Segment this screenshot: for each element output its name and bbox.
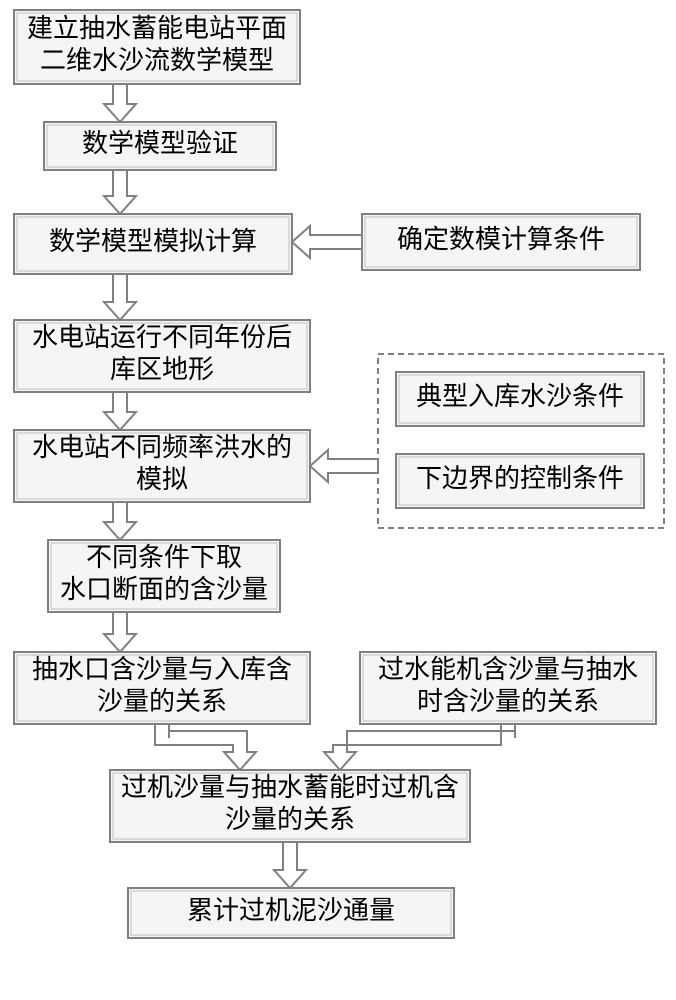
- node-n8-line1: 沙量的关系: [225, 805, 355, 834]
- flowchart: 建立抽水蓄能电站平面二维水沙流数学模型数学模型验证数学模型模拟计算确定数模计算条…: [0, 0, 676, 1000]
- arrow-down: [104, 502, 136, 540]
- node-n7b-line1: 时含沙量的关系: [417, 687, 599, 716]
- node-n7b: 过水能机含沙量与抽水时含沙量的关系: [360, 652, 656, 724]
- node-n5a-line0: 典型入库水沙条件: [416, 382, 624, 411]
- node-n8-line0: 过机沙量与抽水蓄能时过机含: [121, 773, 459, 802]
- arrow-down: [104, 392, 136, 430]
- node-n4-line1: 库区地形: [110, 355, 214, 384]
- arrow-down-bend: [155, 724, 256, 770]
- node-n5: 水电站不同频率洪水的模拟: [14, 430, 310, 502]
- node-n5b: 下边界的控制条件: [396, 454, 644, 508]
- node-n1-line0: 建立抽水蓄能电站平面: [27, 14, 287, 43]
- node-n7-line1: 沙量的关系: [97, 687, 227, 716]
- node-n5a: 典型入库水沙条件: [396, 372, 644, 426]
- node-n7b-line0: 过水能机含沙量与抽水: [378, 655, 638, 684]
- node-n2-line0: 数学模型验证: [82, 129, 238, 158]
- node-n4: 水电站运行不同年份后库区地形: [14, 320, 310, 392]
- node-n7-line0: 抽水口含沙量与入库含: [32, 655, 292, 684]
- node-n4-line0: 水电站运行不同年份后: [32, 323, 292, 352]
- node-n9-line0: 累计过机泥沙通量: [187, 896, 395, 925]
- arrow-down: [104, 84, 136, 122]
- node-n3b-line0: 确定数模计算条件: [397, 225, 605, 254]
- node-n6: 不同条件下取水口断面的含沙量: [48, 540, 280, 612]
- node-n6-line0: 不同条件下取: [86, 543, 242, 572]
- arrow-down: [104, 612, 136, 652]
- node-n5b-line0: 下边界的控制条件: [416, 464, 624, 493]
- node-n8: 过机沙量与抽水蓄能时过机含沙量的关系: [110, 770, 470, 842]
- node-n2: 数学模型验证: [44, 122, 276, 170]
- node-n6-line1: 水口断面的含沙量: [60, 575, 268, 604]
- arrow-left: [310, 450, 378, 482]
- arrow-down: [104, 170, 136, 214]
- node-n5-line0: 水电站不同频率洪水的: [32, 433, 292, 462]
- arrow-left: [292, 226, 362, 258]
- arrow-down: [274, 842, 306, 888]
- node-n7: 抽水口含沙量与入库含沙量的关系: [14, 652, 310, 724]
- node-n3-line0: 数学模型模拟计算: [49, 227, 257, 256]
- node-n1: 建立抽水蓄能电站平面二维水沙流数学模型: [14, 10, 300, 84]
- node-n1-line1: 二维水沙流数学模型: [40, 46, 274, 75]
- node-n9: 累计过机泥沙通量: [128, 888, 454, 938]
- node-n3b: 确定数模计算条件: [362, 214, 640, 270]
- node-n3: 数学模型模拟计算: [14, 214, 292, 274]
- arrow-down-bend: [324, 724, 515, 770]
- node-n5-line1: 模拟: [136, 465, 188, 494]
- arrow-down: [104, 274, 136, 320]
